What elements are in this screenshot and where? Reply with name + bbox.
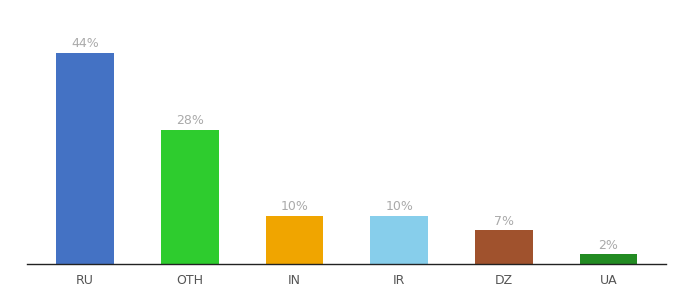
- Text: 10%: 10%: [385, 200, 413, 213]
- Bar: [475, 230, 532, 264]
- Text: 10%: 10%: [281, 200, 309, 213]
- Text: 2%: 2%: [598, 238, 619, 251]
- Bar: [371, 216, 428, 264]
- Bar: [580, 254, 637, 264]
- Bar: [56, 53, 114, 264]
- Bar: [266, 216, 323, 264]
- Bar: [161, 130, 218, 264]
- Text: 28%: 28%: [176, 114, 204, 127]
- Text: 7%: 7%: [494, 214, 514, 227]
- Text: 44%: 44%: [71, 37, 99, 50]
